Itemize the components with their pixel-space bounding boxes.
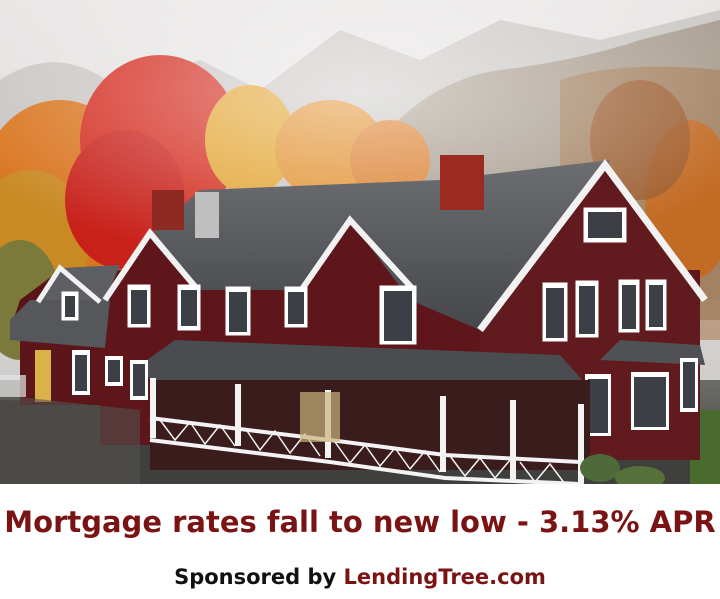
ad-image-farmhouse[interactable]	[0, 0, 720, 484]
sponsored-by-label: Sponsored by	[174, 565, 344, 589]
sponsored-by-line[interactable]: Sponsored by LendingTree.com	[0, 562, 720, 592]
ad-headline[interactable]: Mortgage rates fall to new low - 3.13% A…	[4, 505, 716, 539]
farmhouse-illustration	[0, 0, 720, 484]
sponsor-brand-link[interactable]: LendingTree.com	[343, 565, 546, 589]
